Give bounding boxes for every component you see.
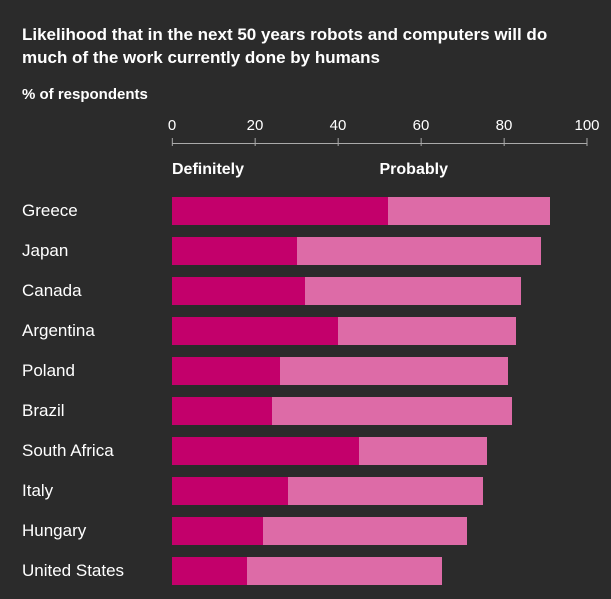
bar-track: [172, 557, 587, 585]
x-tick-mark: [504, 138, 505, 146]
x-tick-label: 60: [413, 117, 430, 134]
bars-container: [172, 191, 587, 591]
x-tick: 40: [330, 117, 347, 146]
x-tick-mark: [587, 138, 588, 146]
category-label: Brazil: [22, 401, 172, 421]
bar-definitely: [172, 237, 297, 265]
bar-track: [172, 397, 587, 425]
bar-definitely: [172, 197, 388, 225]
bar-definitely: [172, 477, 288, 505]
chart-title: Likelihood that in the next 50 years rob…: [22, 24, 587, 70]
bar-probably: [297, 237, 542, 265]
bar-track: [172, 517, 587, 545]
bar-definitely: [172, 357, 280, 385]
category-label: Japan: [22, 241, 172, 261]
category-label: Greece: [22, 201, 172, 221]
chart-area: Greece Japan Canada Argentina Poland Brazil So…: [22, 117, 587, 591]
bar-probably: [305, 277, 521, 305]
x-axis-line: [172, 143, 587, 144]
x-tick-mark: [421, 138, 422, 146]
x-tick-mark: [172, 138, 173, 146]
bar-probably: [288, 477, 483, 505]
bar-probably: [263, 517, 466, 545]
bar-track: [172, 357, 587, 385]
legend-definitely: Definitely: [172, 161, 380, 179]
bar-probably: [359, 437, 488, 465]
bar-definitely: [172, 437, 359, 465]
bar-definitely: [172, 517, 263, 545]
category-label: Italy: [22, 481, 172, 501]
x-tick-mark: [338, 138, 339, 146]
bar-track: [172, 237, 587, 265]
plot-column: 020406080100 Definitely Probably: [172, 117, 587, 591]
x-tick-label: 100: [574, 117, 599, 134]
category-label: Argentina: [22, 321, 172, 341]
x-tick: 100: [574, 117, 599, 146]
x-axis: 020406080100: [172, 117, 587, 161]
y-labels-column: Greece Japan Canada Argentina Poland Brazil So…: [22, 117, 172, 591]
bar-probably: [272, 397, 513, 425]
category-label: South Africa: [22, 441, 172, 461]
category-label: Poland: [22, 361, 172, 381]
x-tick-mark: [255, 138, 256, 146]
bar-definitely: [172, 277, 305, 305]
bar-probably: [247, 557, 442, 585]
bar-probably: [388, 197, 550, 225]
bar-definitely: [172, 557, 247, 585]
category-label: United States: [22, 561, 172, 581]
bar-track: [172, 437, 587, 465]
x-tick: 20: [247, 117, 264, 146]
bar-probably: [338, 317, 516, 345]
x-tick: 80: [496, 117, 513, 146]
x-tick: 60: [413, 117, 430, 146]
bar-track: [172, 317, 587, 345]
bar-definitely: [172, 317, 338, 345]
bar-track: [172, 277, 587, 305]
x-tick-label: 0: [168, 117, 176, 134]
x-tick-label: 20: [247, 117, 264, 134]
legend-probably: Probably: [380, 161, 448, 179]
bar-probably: [280, 357, 508, 385]
category-label: Canada: [22, 281, 172, 301]
bar-track: [172, 477, 587, 505]
x-tick-label: 80: [496, 117, 513, 134]
chart-subtitle: % of respondents: [22, 86, 587, 103]
x-tick: 0: [168, 117, 176, 146]
legend: Definitely Probably: [172, 161, 587, 191]
x-tick-label: 40: [330, 117, 347, 134]
bar-definitely: [172, 397, 272, 425]
bar-track: [172, 197, 587, 225]
category-label: Hungary: [22, 521, 172, 541]
